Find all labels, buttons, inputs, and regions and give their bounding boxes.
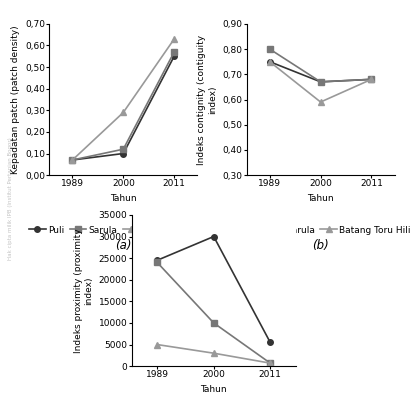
Line: Batang Toru Hilir: Batang Toru Hilir bbox=[267, 59, 374, 105]
Line: Puli: Puli bbox=[155, 234, 273, 345]
Sarula bbox=[369, 77, 374, 82]
Batang Toru Hilir bbox=[268, 361, 273, 365]
Y-axis label: Indeks contignity (contiguity
index): Indeks contignity (contiguity index) bbox=[197, 35, 217, 164]
Line: Sarula: Sarula bbox=[155, 259, 273, 366]
Y-axis label: Indeks proximity (proximity
index): Indeks proximity (proximity index) bbox=[74, 228, 93, 353]
Batang Toru Hilir bbox=[211, 351, 216, 355]
Sarula bbox=[267, 47, 272, 51]
Text: (a): (a) bbox=[115, 239, 132, 252]
Sarula bbox=[155, 260, 160, 265]
Sarula bbox=[268, 361, 273, 365]
Batang Toru Hilir bbox=[172, 37, 177, 41]
Batang Toru Hilir bbox=[318, 100, 323, 104]
Batang Toru Hilir bbox=[369, 77, 374, 82]
Legend: Puli, Sarula, Batang Toru Hilir: Puli, Sarula, Batang Toru Hilir bbox=[25, 222, 221, 238]
Sarula bbox=[172, 50, 177, 55]
Batang Toru Hilir bbox=[121, 110, 126, 115]
Text: Hak cipta milik IPB (Institut Pertanian Bogor): Hak cipta milik IPB (Institut Pertanian … bbox=[8, 138, 13, 260]
Sarula bbox=[70, 158, 75, 162]
Puli bbox=[155, 258, 160, 263]
Puli bbox=[318, 80, 323, 84]
Sarula bbox=[211, 320, 216, 325]
Legend: Puli, Sarula, Batang Toru Hilir: Puli, Sarula, Batang Toru Hilir bbox=[223, 222, 411, 238]
X-axis label: Tahun: Tahun bbox=[307, 194, 334, 203]
Batang Toru Hilir bbox=[155, 342, 160, 347]
Line: Sarula: Sarula bbox=[69, 49, 177, 163]
Line: Batang Toru Hilir: Batang Toru Hilir bbox=[69, 36, 177, 163]
X-axis label: Tahun: Tahun bbox=[201, 385, 227, 394]
Puli bbox=[267, 59, 272, 64]
Puli bbox=[70, 158, 75, 162]
Line: Puli: Puli bbox=[267, 59, 374, 85]
Text: (b): (b) bbox=[312, 239, 329, 252]
Puli bbox=[369, 77, 374, 82]
Batang Toru Hilir bbox=[70, 158, 75, 162]
Sarula bbox=[121, 147, 126, 152]
Line: Batang Toru Hilir: Batang Toru Hilir bbox=[155, 342, 273, 366]
Sarula bbox=[318, 80, 323, 84]
Puli bbox=[211, 234, 216, 239]
X-axis label: Tahun: Tahun bbox=[110, 194, 136, 203]
Puli bbox=[268, 340, 273, 345]
Puli bbox=[172, 54, 177, 59]
Line: Sarula: Sarula bbox=[267, 46, 374, 85]
Puli bbox=[121, 151, 126, 156]
Batang Toru Hilir bbox=[267, 59, 272, 64]
Line: Puli: Puli bbox=[69, 53, 177, 163]
Y-axis label: Kepadatan patch (patch density): Kepadatan patch (patch density) bbox=[11, 25, 20, 174]
